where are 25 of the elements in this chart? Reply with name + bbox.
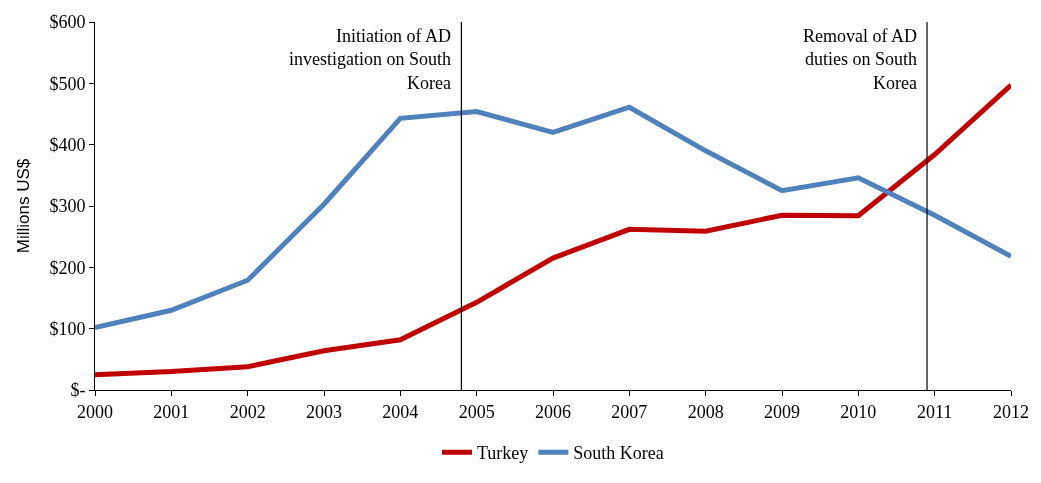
y-axis-title: Millions US$: [13, 158, 33, 254]
ref-line-label: Initiation of AD investigation on South Korea: [289, 26, 451, 93]
x-tick-label: 2003: [306, 401, 342, 422]
y-tick-label: $400: [49, 134, 86, 155]
legend-label: South Korea: [573, 443, 664, 464]
x-tick-label: 2010: [840, 401, 877, 422]
y-tick-label: $200: [49, 257, 86, 278]
x-tick-label: 2012: [993, 401, 1029, 422]
x-tick-label: 2001: [153, 401, 190, 422]
x-tick-label: 2005: [458, 401, 495, 422]
y-tick-label: $-: [70, 380, 86, 401]
x-tick-label: 2006: [535, 401, 571, 422]
ref-line-label: Removal of AD duties on South Korea: [803, 26, 917, 93]
x-tick-label: 2004: [382, 401, 419, 422]
y-tick-label: $500: [49, 73, 86, 94]
x-tick-label: 2009: [764, 401, 800, 422]
x-tick-label: 2000: [77, 401, 113, 422]
legend-label: Turkey: [477, 443, 529, 464]
y-tick-label: $300: [49, 196, 86, 217]
y-tick-label: $100: [49, 318, 86, 339]
x-tick-label: 2008: [687, 401, 724, 422]
x-tick-label: 2011: [917, 401, 953, 422]
x-tick-label: 2007: [611, 401, 648, 422]
x-tick-label: 2002: [229, 401, 266, 422]
y-tick-label: $600: [49, 12, 86, 33]
